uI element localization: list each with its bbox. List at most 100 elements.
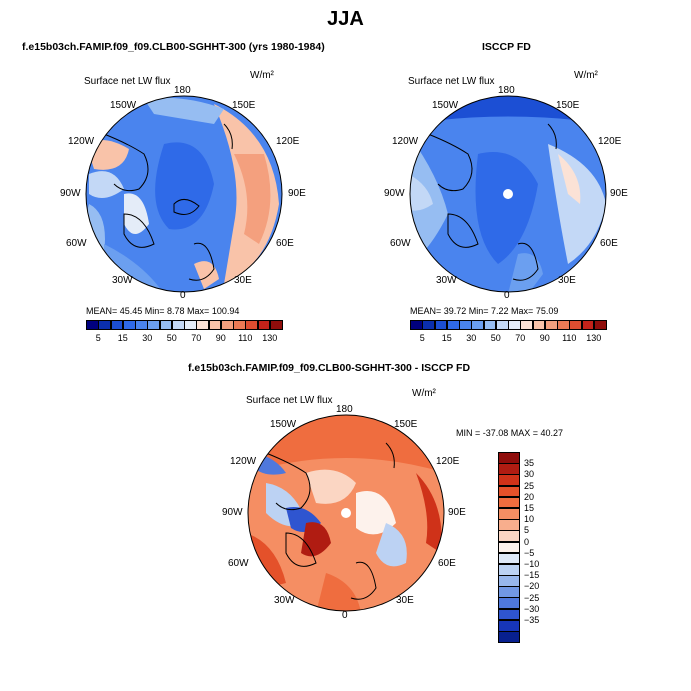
obs-lon-150w: 150W <box>432 100 459 111</box>
colorbar-swatch <box>459 320 472 330</box>
colorbar-tick-label: 130 <box>586 333 602 343</box>
diff-lon-0: 0 <box>342 610 348 621</box>
colorbar-swatch <box>498 586 520 598</box>
colorbar-swatch <box>159 320 173 330</box>
model-lon-90e: 90E <box>288 188 306 199</box>
colorbar-swatch <box>532 320 546 330</box>
colorbar-tick-label: 130 <box>262 333 278 343</box>
colorbar-swatch <box>498 552 520 565</box>
model-var-label: Surface net LW flux <box>84 76 171 87</box>
colorbar-swatch <box>471 320 484 330</box>
colorbar-swatch <box>98 320 111 330</box>
colorbar-swatch <box>196 320 209 330</box>
diff-lon-30e: 30E <box>396 595 414 606</box>
model-lon-150e: 150E <box>232 100 256 111</box>
model-lon-60e: 60E <box>276 238 294 249</box>
colorbar-tick-label: 70 <box>191 333 202 343</box>
colorbar-tick-label: 50 <box>166 333 177 343</box>
colorbar-swatch <box>498 619 520 632</box>
model-colorbar <box>86 320 283 330</box>
diff-panel-title: f.e15b03ch.FAMIP.f09_f09.CLB00-SGHHT-300… <box>188 362 471 374</box>
diff-lon-30w: 30W <box>274 595 295 606</box>
obs-lon-60w: 60W <box>390 238 411 249</box>
model-lon-120e: 120E <box>276 136 300 147</box>
colorbar-swatch <box>498 541 520 554</box>
colorbar-tick-label: −10 <box>524 559 540 569</box>
obs-lon-120e: 120E <box>598 136 622 147</box>
colorbar-tick-label: 35 <box>524 458 535 469</box>
obs-lon-30e: 30E <box>558 275 576 286</box>
colorbar-tick-label: 25 <box>524 480 535 491</box>
model-lon-150w: 150W <box>110 100 137 111</box>
obs-lon-120w: 120W <box>392 136 419 147</box>
colorbar-tick-label: 50 <box>490 333 501 343</box>
colorbar-swatch <box>498 631 520 643</box>
colorbar-swatch <box>147 320 160 330</box>
colorbar-swatch <box>498 452 520 464</box>
model-stats: MEAN= 45.45 Min= 8.78 Max= 100.94 <box>86 306 240 316</box>
obs-lon-90w: 90W <box>384 188 405 199</box>
colorbar-tick-label: 15 <box>524 503 535 513</box>
obs-lon-180: 180 <box>498 85 515 96</box>
colorbar-swatch <box>508 320 521 330</box>
obs-lon-60e: 60E <box>600 238 618 249</box>
obs-lon-30w: 30W <box>436 275 457 286</box>
colorbar-swatch <box>581 320 595 330</box>
colorbar-tick-label: 70 <box>515 333 526 343</box>
colorbar-tick-label: 110 <box>562 333 577 343</box>
colorbar-swatch <box>498 575 520 587</box>
diff-stats: MIN = -37.08 MAX = 40.27 <box>456 428 564 438</box>
colorbar-swatch <box>245 320 258 330</box>
model-lon-30e: 30E <box>234 275 252 286</box>
colorbar-tick-label: 30 <box>524 469 535 480</box>
colorbar-tick-label: −20 <box>524 581 540 592</box>
diff-lon-60e: 60E <box>438 558 456 569</box>
colorbar-swatch <box>110 320 124 330</box>
obs-lon-90e: 90E <box>610 188 628 199</box>
colorbar-swatch <box>544 320 558 330</box>
diff-lon-120w: 120W <box>230 456 257 467</box>
obs-polar-map <box>409 95 607 293</box>
colorbar-swatch <box>422 320 435 330</box>
colorbar-swatch <box>520 320 533 330</box>
colorbar-swatch <box>434 320 448 330</box>
colorbar-swatch <box>569 320 582 330</box>
colorbar-swatch <box>86 320 99 330</box>
model-units: W/m² <box>250 70 274 81</box>
colorbar-swatch <box>498 530 520 542</box>
colorbar-tick-label: 30 <box>142 333 153 343</box>
colorbar-tick-label: 15 <box>441 333 452 343</box>
diff-polar-map <box>247 414 445 612</box>
colorbar-swatch <box>483 320 497 330</box>
colorbar-swatch <box>498 474 520 487</box>
page-title: JJA <box>327 8 364 30</box>
colorbar-swatch <box>446 320 460 330</box>
colorbar-tick-label: 90 <box>539 333 550 343</box>
colorbar-swatch <box>498 496 520 509</box>
colorbar-swatch <box>498 608 520 621</box>
obs-colorbar-ticks: 5 15 30 50 70 90 110 130 <box>410 333 606 345</box>
colorbar-swatch <box>184 320 197 330</box>
colorbar-swatch <box>593 320 607 330</box>
obs-stats: MEAN= 39.72 Min= 7.22 Max= 75.09 <box>410 306 559 316</box>
obs-var-label: Surface net LW flux <box>408 76 495 87</box>
obs-lon-150e: 150E <box>556 100 580 111</box>
diff-units: W/m² <box>412 388 436 399</box>
colorbar-tick-label: 5 <box>419 333 425 343</box>
model-colorbar-ticks: 5 15 30 50 70 90 110 130 <box>86 333 282 345</box>
colorbar-tick-label: 110 <box>238 333 253 343</box>
colorbar-tick-label: −25 <box>524 592 540 603</box>
model-lon-120w: 120W <box>68 136 95 147</box>
colorbar-tick-label: 15 <box>117 333 128 343</box>
colorbar-swatch <box>498 563 520 576</box>
diff-lon-90w: 90W <box>222 507 243 518</box>
colorbar-tick-label: −35 <box>524 615 540 625</box>
colorbar-tick-label: −30 <box>524 603 540 614</box>
colorbar-tick-label: 30 <box>466 333 477 343</box>
diff-lon-120e: 120E <box>436 456 460 467</box>
colorbar-tick-label: 5 <box>524 525 530 536</box>
diff-lon-180: 180 <box>336 404 353 415</box>
obs-colorbar <box>410 320 607 330</box>
diff-colorbar <box>498 452 520 643</box>
colorbar-swatch <box>257 320 271 330</box>
